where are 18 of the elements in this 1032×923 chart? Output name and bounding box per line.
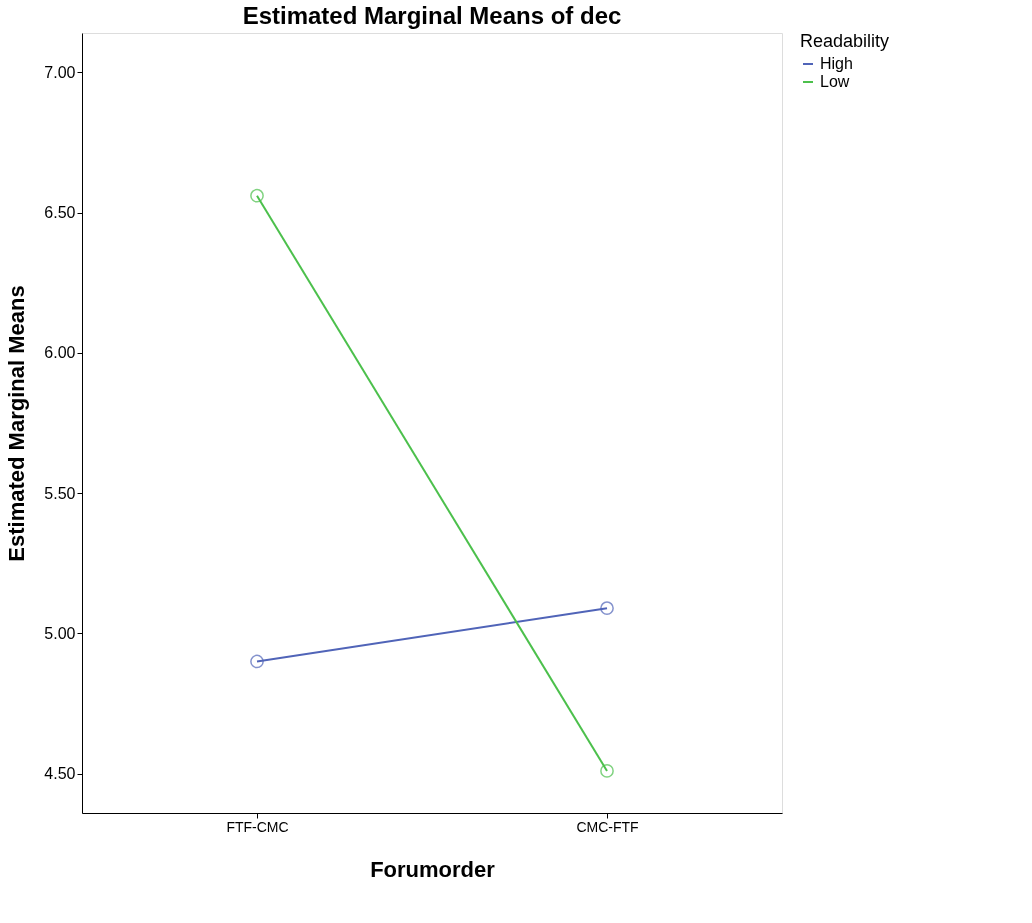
y-tick-label: 5.00 <box>44 624 76 642</box>
point <box>600 764 614 778</box>
legend-title: Readability <box>800 31 890 51</box>
y-tick-label: 4.50 <box>44 765 76 783</box>
y-axis-title: Estimated Marginal Means <box>4 285 30 562</box>
legend-label: Low <box>820 73 850 90</box>
y-tick-label: 6.00 <box>44 344 76 362</box>
point <box>250 188 264 203</box>
legend-label: High <box>820 55 853 72</box>
point <box>600 601 614 616</box>
y-tick-label: 7.00 <box>44 63 76 81</box>
x-axis-title: Forumorder <box>370 856 496 882</box>
point <box>250 654 264 669</box>
x-tick-label: CMC-FTF <box>576 818 639 835</box>
y-tick-label: 6.50 <box>44 204 76 222</box>
chart-title: Estimated Marginal Means of dec <box>242 2 622 29</box>
y-tick-label: 5.50 <box>44 484 76 502</box>
x-tick-label: FTF-CMC <box>226 818 289 835</box>
